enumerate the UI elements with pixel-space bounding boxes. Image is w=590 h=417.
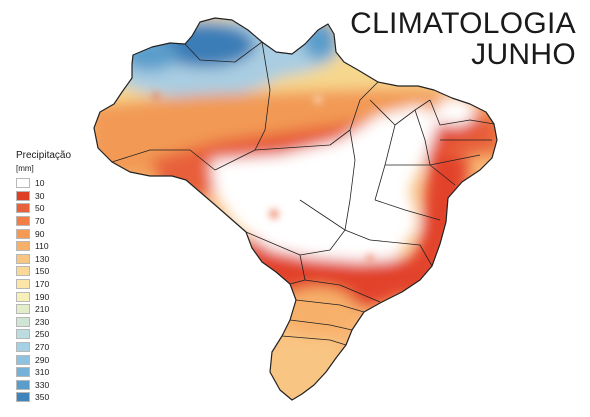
legend-label: 330 [35,379,50,390]
legend-label: 310 [35,367,50,378]
legend-swatch [16,216,30,227]
legend-item: 110 [16,240,71,253]
map-title: CLIMATOLOGIA JUNHO [350,8,576,70]
legend-label: 90 [35,228,45,239]
legend-swatch [16,266,30,277]
legend-item: 70 [16,215,71,228]
legend-swatch [16,190,30,201]
precipitation-field [94,18,497,400]
legend-swatch [16,316,30,327]
legend-swatch [16,304,30,315]
legend-swatch [16,379,30,390]
legend-title: Precipitação [16,150,72,161]
legend-swatch [16,228,30,239]
legend-swatch [16,279,30,290]
legend-label: 190 [35,291,50,302]
legend-swatch [16,329,30,340]
legend-swatch [16,342,30,353]
legend-label: 270 [35,342,50,353]
brazil-outline [93,17,498,401]
legend-label: 170 [35,279,50,290]
legend-label: 110 [35,241,49,252]
legend-item: 10 [16,177,71,190]
legend-label: 230 [35,316,50,327]
legend-label: 210 [35,304,50,315]
precipitation-legend: Precipitação [mm] 10 30 50 70 90 110 130 150 170… [16,150,71,404]
legend-item: 210 [16,303,71,316]
legend-items: 10 30 50 70 90 110 130 150 170 190 210 230 250 270 290… [16,177,71,404]
legend-label: 50 [35,203,45,214]
legend-item: 270 [16,341,71,354]
legend-swatch [16,241,30,252]
legend-item: 350 [16,391,71,404]
legend-item: 30 [16,190,71,203]
legend-item: 170 [16,278,71,291]
title-line-1: CLIMATOLOGIA [350,7,576,40]
legend-item: 190 [16,290,71,303]
legend-swatch [16,253,30,264]
legend-label: 290 [35,354,50,365]
legend-label: 30 [35,190,45,201]
legend-swatch [16,291,30,302]
legend-label: 130 [35,253,50,264]
legend-item: 150 [16,265,71,278]
legend-label: 70 [35,216,45,227]
legend-swatch [16,178,30,189]
title-line-2: JUNHO [471,38,576,71]
legend-swatch [16,367,30,378]
legend-swatch [16,203,30,214]
legend-item: 50 [16,202,71,215]
legend-swatch [16,392,30,403]
legend-item: 130 [16,253,71,266]
legend-item: 310 [16,366,71,379]
legend-label: 250 [35,329,50,340]
legend-unit: [mm] [16,164,34,173]
legend-label: 350 [35,392,50,403]
legend-label: 150 [35,266,50,277]
legend-label: 10 [35,178,45,189]
legend-item: 330 [16,379,71,392]
legend-item: 230 [16,316,71,329]
legend-item: 290 [16,353,71,366]
state-borders [111,41,495,346]
legend-item: 90 [16,227,71,240]
legend-swatch [16,354,30,365]
legend-item: 250 [16,328,71,341]
